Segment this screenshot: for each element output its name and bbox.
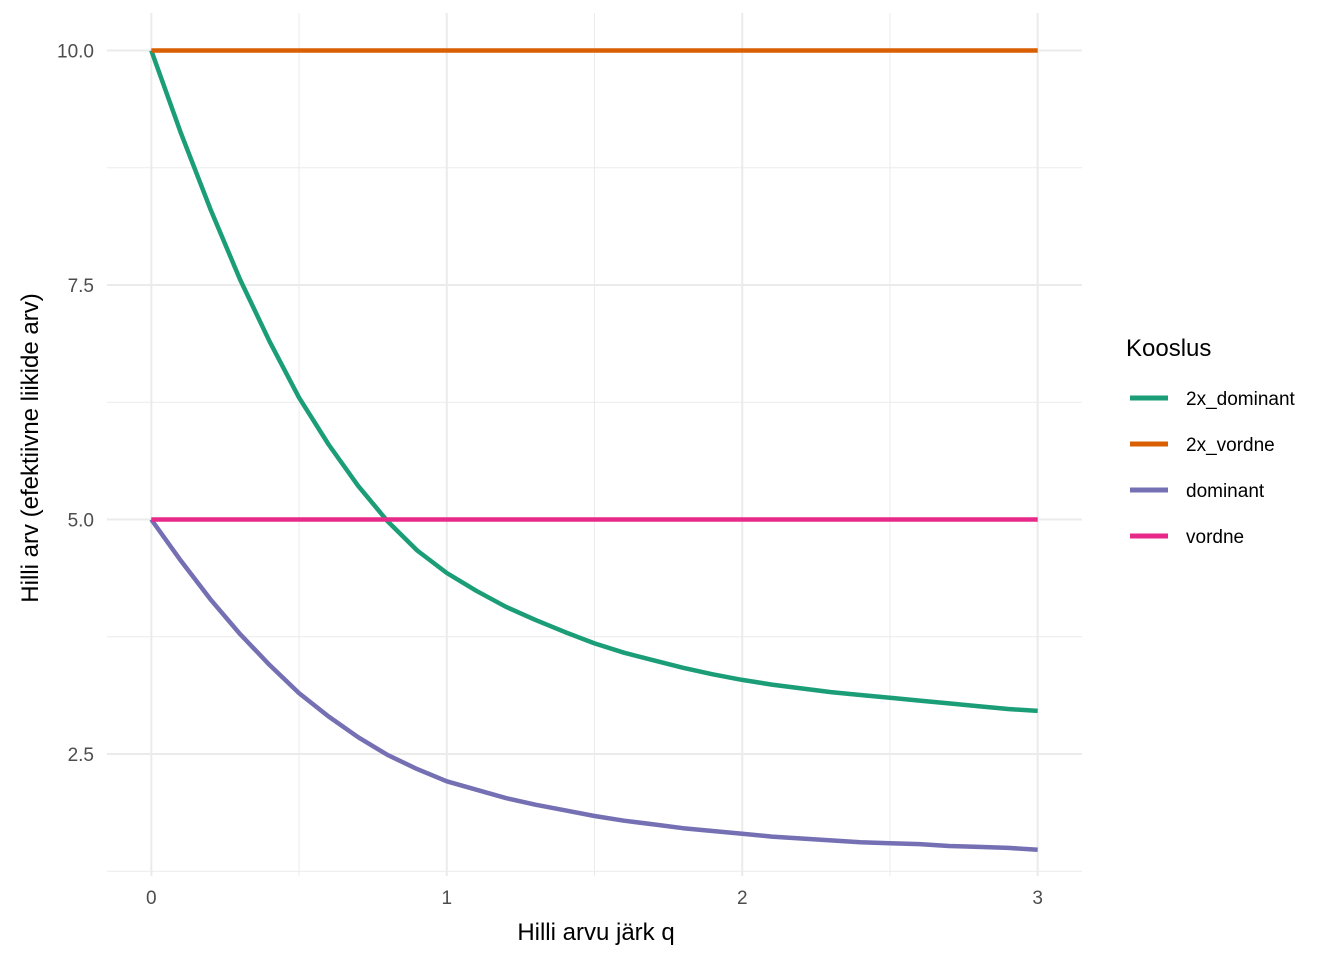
series-lines: [149, 48, 1038, 852]
x-axis-tick-labels: 0 1 2 3: [146, 888, 1043, 909]
y-tick-label: 10.0: [57, 42, 94, 63]
y-axis-title: Hilli arv (efektiivne liikide arv): [17, 293, 44, 602]
minor-gridlines: [107, 13, 1082, 876]
x-tick-label: 2: [737, 888, 748, 909]
x-axis-title: Hilli arvu järk q: [517, 919, 674, 946]
series-line-dominant: [149, 518, 1038, 852]
x-tick-label: 3: [1032, 888, 1043, 909]
legend-label-vordne: vordne: [1186, 527, 1244, 548]
legend-label-2x_vordne: 2x_vordne: [1186, 435, 1275, 456]
y-axis-tick-labels: 2.5 5.0 7.5 10.0: [57, 42, 94, 767]
legend-label-2x_dominant: 2x_dominant: [1186, 389, 1296, 410]
legend-title: Kooslus: [1126, 335, 1211, 362]
series-line-2x_dominant: [149, 49, 1038, 714]
legend: Kooslus 2x_dominant 2x_vordne dominant vord…: [1126, 335, 1296, 548]
x-tick-label: 1: [441, 888, 452, 909]
y-tick-label: 2.5: [68, 745, 94, 766]
legend-label-dominant: dominant: [1186, 481, 1265, 502]
y-tick-label: 7.5: [68, 276, 94, 297]
y-tick-label: 5.0: [68, 511, 94, 532]
x-tick-label: 0: [146, 888, 157, 909]
legend-items: 2x_dominant 2x_vordne dominant vordne: [1130, 389, 1296, 548]
